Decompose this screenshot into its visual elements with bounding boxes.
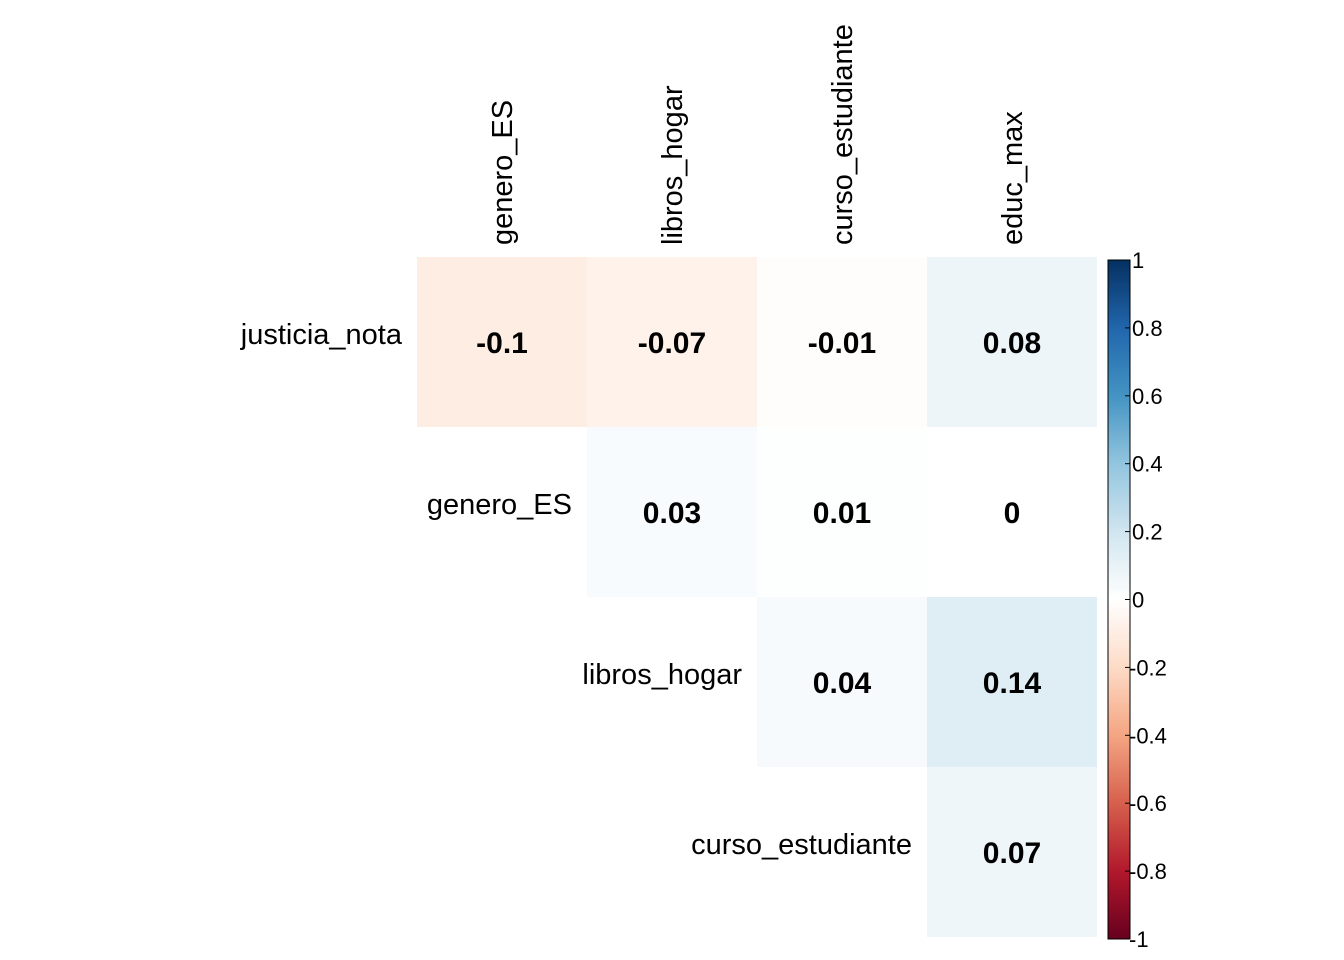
heatmap-cell-justicia_nota-educ_max — [927, 257, 1097, 427]
heatmap-cell-values: -0.1 -0.07 -0.01 0.08 0.03 0.01 0 0.04 0.14 0.07 — [476, 327, 1041, 870]
heatmap-cell-libros_hogar-educ_max — [927, 597, 1097, 767]
colorbar-tick-label: 0.8 — [1132, 316, 1163, 341]
cell-value-label: -0.01 — [808, 327, 876, 360]
cell-value-label: 0.08 — [983, 327, 1041, 360]
colorbar-tick-label: -0.8 — [1129, 859, 1167, 884]
colorbar-tick-label: -0.2 — [1129, 655, 1167, 680]
colorbar-tick-label: 0.2 — [1132, 520, 1163, 545]
cell-value-label: -0.1 — [476, 327, 528, 360]
color-legend: 1 0.8 0.6 0.4 0.2 0 -0.2 -0.4 -0.6 -0.8 -1 — [1107, 248, 1167, 952]
colorbar-tick-label: -0.6 — [1129, 791, 1167, 816]
heatmap-cell-genero_ES-libros_hogar — [587, 427, 757, 597]
heatmap-cell-justicia_nota-libros_hogar — [587, 257, 757, 427]
colorbar-tick-label: -0.4 — [1129, 723, 1167, 748]
colorbar-tick-label: 0 — [1132, 588, 1144, 613]
colorbar-tick-label: -1 — [1129, 927, 1149, 952]
heatmap-cell-justicia_nota-genero_ES — [417, 257, 587, 427]
heatmap-cells — [417, 257, 1097, 937]
cell-value-label: 0.14 — [983, 667, 1042, 700]
cell-value-label: 0.03 — [643, 497, 701, 530]
row-label-justicia_nota: justicia_nota — [240, 319, 403, 351]
colorbar-tick-label: 1 — [1132, 248, 1144, 273]
row-label-libros_hogar: libros_hogar — [582, 659, 742, 691]
row-label-curso_estudiante: curso_estudiante — [691, 829, 912, 861]
cell-value-label: 0.04 — [813, 667, 872, 700]
cell-value-label: 0.01 — [813, 497, 871, 530]
heatmap-cell-genero_ES-educ_max — [927, 427, 1097, 597]
column-labels: genero_ES libros_hogar curso_estudiante edu… — [487, 24, 1029, 245]
row-label-genero_ES: genero_ES — [427, 489, 572, 521]
cell-value-label: 0 — [1004, 497, 1021, 530]
column-label-curso_estudiante: curso_estudiante — [827, 24, 859, 245]
row-labels: justicia_nota genero_ES libros_hogar curso_… — [240, 319, 912, 861]
cell-value-label: -0.07 — [638, 327, 706, 360]
column-label-libros_hogar: libros_hogar — [657, 85, 689, 245]
column-label-educ_max: educ_max — [997, 111, 1029, 245]
heatmap-cell-libros_hogar-curso_estudiante — [757, 597, 927, 767]
colorbar-tick-label: 0.4 — [1132, 452, 1163, 477]
colorbar-tick-label: 0.6 — [1132, 384, 1163, 409]
heatmap-cell-curso_estudiante-educ_max — [927, 767, 1097, 937]
cell-value-label: 0.07 — [983, 837, 1041, 870]
column-label-genero_ES: genero_ES — [487, 100, 519, 245]
heatmap-cell-justicia_nota-curso_estudiante — [757, 257, 927, 427]
heatmap-cell-genero_ES-curso_estudiante — [757, 427, 927, 597]
